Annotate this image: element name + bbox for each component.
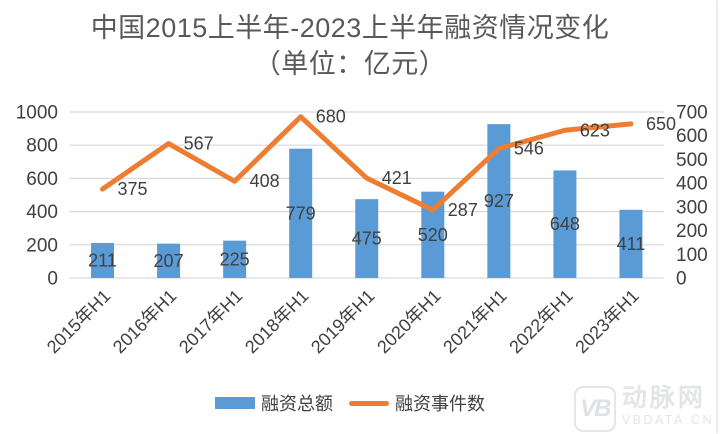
bar-value-label: 520 [418,225,448,245]
line-value-label: 623 [580,120,610,140]
line-value-label: 421 [382,168,412,188]
bar-series-swatch-icon [215,397,255,409]
bar-2015年H1 [91,242,115,278]
left-axis-tick: 200 [26,235,58,256]
right-axis-tick: 700 [676,103,708,124]
bar-2019年H1 [355,199,379,278]
chart-title: 中国2015上半年-2023上半年融资情况变化 （单位：亿元） [0,10,700,82]
bar-value-label: 475 [352,229,382,249]
vb-logo-icon: VB [573,386,616,432]
bar-value-label: 779 [286,203,316,223]
bar-2021年H1 [487,124,511,278]
watermark-brand: 动脉网 [621,384,706,412]
bar-value-label: 927 [484,191,514,211]
left-axis-tick: 800 [26,136,58,157]
x-axis-label-2017年H1: 2017年H1 [175,286,246,357]
bar-value-label: 225 [220,249,250,269]
bar-value-label: 207 [154,251,184,271]
chart-legend: 融资总额 融资事件数 [0,390,700,416]
line-value-label: 375 [118,179,148,199]
x-axis-label-2020年H1: 2020年H1 [373,286,444,357]
chart-title-line1: 中国2015上半年-2023上半年融资情况变化 [90,13,610,43]
line-value-label: 680 [316,107,346,127]
right-axis-tick: 400 [676,174,708,195]
vbdata-watermark: VB 动脉网 VBDATA.CN [573,386,714,432]
line-value-label: 650 [646,114,676,134]
right-axis-tick: 500 [676,150,708,171]
bar-2023年H1 [619,209,643,278]
x-axis-label-2022年H1: 2022年H1 [505,286,576,357]
line-value-label: 567 [184,134,214,154]
left-axis-tick: 0 [47,269,58,290]
bar-2017年H1 [223,240,247,278]
card-right-border [716,0,718,434]
chart-title-line2: （单位：亿元） [253,49,447,79]
line-value-label: 546 [514,139,544,159]
right-axis-tick: 100 [676,245,708,266]
x-axis-label-2019年H1: 2019年H1 [307,286,378,357]
financing-events-line [100,114,634,213]
left-axis-tick: 600 [26,169,58,190]
left-axis-tick: 400 [26,202,58,223]
x-axis-label-2016年H1: 2016年H1 [109,286,180,357]
bar-2022年H1 [553,170,577,278]
watermark-text: 动脉网 VBDATA.CN [622,386,714,427]
legend-bar-label: 融资总额 [261,394,333,414]
bar-2020年H1 [421,191,445,278]
right-axis-tick: 0 [676,269,687,290]
right-axis-tick: 600 [676,126,708,147]
line-value-label: 408 [250,171,280,191]
right-axis-tick: 200 [676,221,708,242]
bar-value-label: 211 [88,250,117,270]
legend-line-label: 融资事件数 [395,394,485,414]
watermark-domain: VBDATA.CN [621,413,714,427]
legend-item-line: 融资事件数 [339,390,485,416]
x-axis-label-2018年H1: 2018年H1 [241,286,312,357]
x-axis-label-2015年H1: 2015年H1 [43,286,114,357]
line-value-label: 287 [448,200,478,220]
bar-value-label: 411 [617,234,646,254]
x-axis-label-2021年H1: 2021年H1 [439,286,510,357]
line-series-swatch-icon [349,400,389,406]
bar-2016年H1 [157,243,181,278]
bar-value-label: 648 [550,214,580,234]
right-axis-tick: 300 [676,197,708,218]
x-axis-label-2023年H1: 2023年H1 [571,286,642,357]
bar-2018年H1 [289,148,313,278]
left-axis-tick: 1000 [16,103,58,124]
legend-item-bar: 融资总额 [215,390,333,416]
